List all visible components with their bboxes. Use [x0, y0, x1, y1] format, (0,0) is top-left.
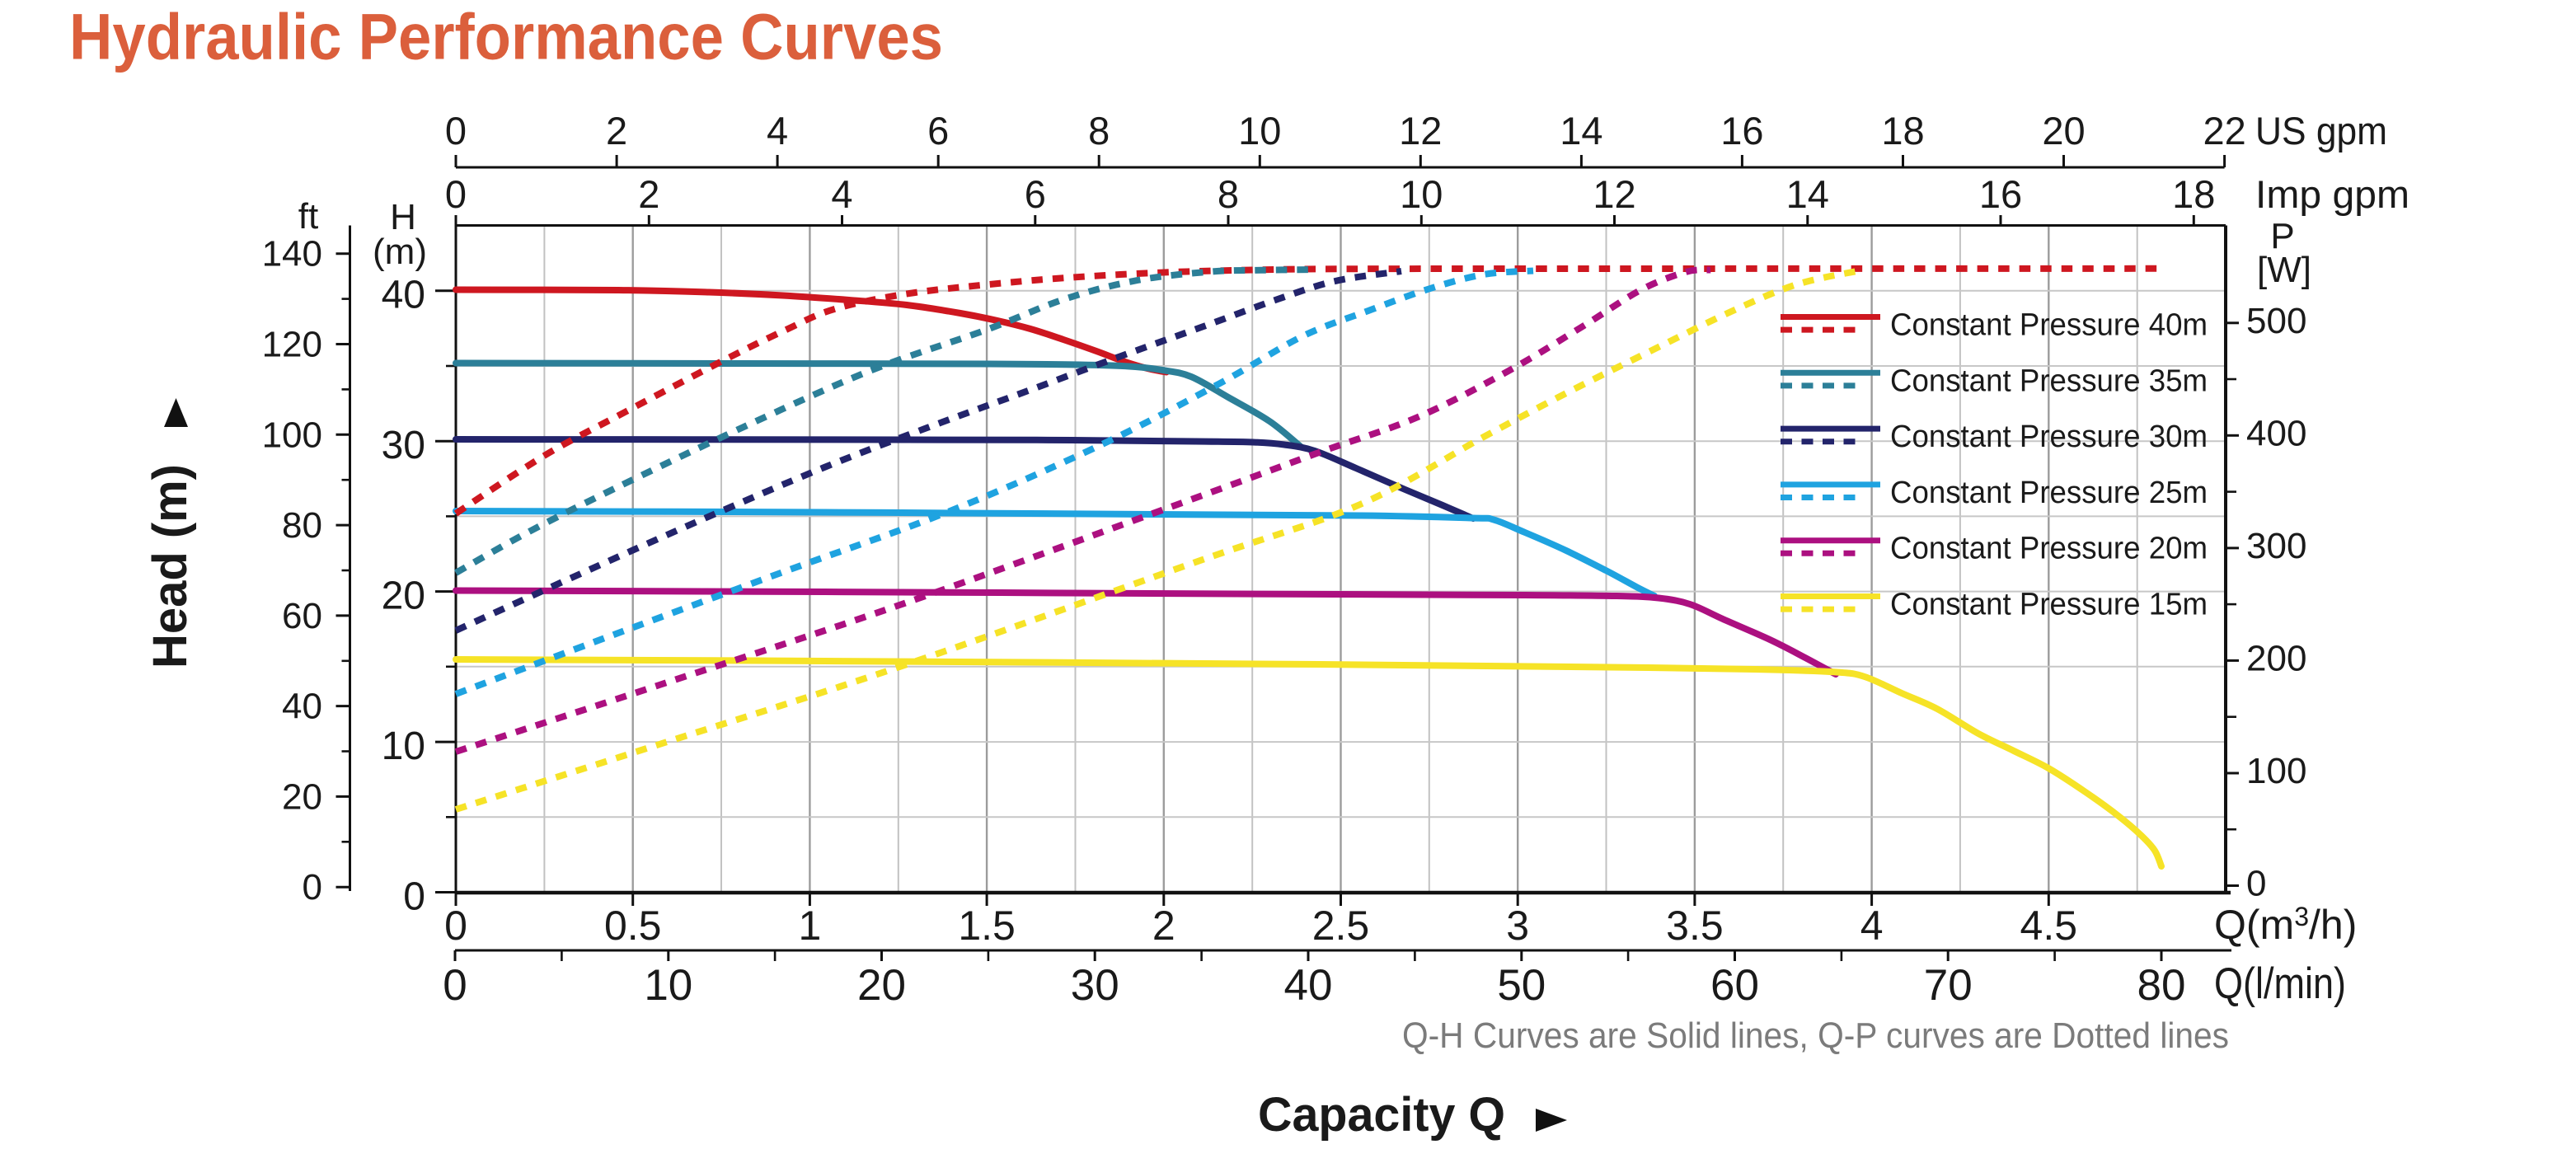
svg-text:0: 0	[444, 903, 467, 949]
svg-text:20: 20	[382, 574, 425, 618]
svg-text:14: 14	[1560, 109, 1602, 152]
svg-text:Constant Pressure 20m: Constant Pressure 20m	[1890, 532, 2208, 566]
svg-text:6: 6	[927, 109, 949, 152]
svg-text:[W]: [W]	[2257, 250, 2311, 290]
svg-text:2.5: 2.5	[1312, 903, 1370, 949]
svg-text:10: 10	[1238, 109, 1281, 152]
svg-text:0: 0	[445, 172, 467, 216]
svg-text:Constant Pressure 40m: Constant Pressure 40m	[1890, 308, 2208, 343]
svg-text:100: 100	[262, 415, 322, 455]
svg-text:3.5: 3.5	[1666, 903, 1724, 949]
svg-text:1: 1	[798, 903, 821, 949]
svg-text:400: 400	[2246, 413, 2306, 453]
svg-text:12: 12	[1399, 109, 1442, 152]
svg-text:16: 16	[1979, 172, 2022, 216]
svg-text:Imp gpm: Imp gpm	[2255, 172, 2409, 216]
svg-text:0: 0	[443, 961, 467, 1010]
svg-text:10: 10	[382, 725, 425, 768]
svg-text:4: 4	[831, 172, 852, 216]
svg-text:2: 2	[606, 109, 627, 152]
svg-text:4: 4	[1860, 903, 1884, 949]
svg-text:3: 3	[1506, 903, 1529, 949]
svg-text:40: 40	[1284, 961, 1333, 1010]
svg-text:300: 300	[2246, 526, 2306, 566]
svg-text:Q(l/min): Q(l/min)	[2214, 959, 2346, 1008]
svg-text:(m): (m)	[373, 232, 427, 272]
svg-text:120: 120	[262, 325, 322, 365]
svg-text:140: 140	[262, 234, 322, 274]
svg-text:4: 4	[767, 109, 788, 152]
svg-text:18: 18	[1881, 109, 1924, 152]
svg-text:H: H	[390, 197, 416, 237]
svg-text:Capacity Q: Capacity Q	[1258, 1088, 1505, 1142]
svg-text:Head (m): Head (m)	[143, 464, 197, 668]
svg-text:14: 14	[1786, 172, 1829, 216]
svg-text:20: 20	[2042, 109, 2085, 152]
svg-text:0: 0	[2246, 864, 2266, 904]
svg-text:50: 50	[1497, 961, 1546, 1010]
svg-text:0: 0	[445, 109, 467, 152]
svg-text:70: 70	[1924, 961, 1973, 1010]
svg-text:Constant Pressure 35m: Constant Pressure 35m	[1890, 363, 2208, 398]
svg-text:500: 500	[2246, 301, 2306, 341]
svg-text:2: 2	[1152, 903, 1175, 949]
svg-text:80: 80	[2137, 961, 2186, 1010]
svg-text:Constant Pressure 15m: Constant Pressure 15m	[1890, 588, 2208, 622]
svg-text:40: 40	[282, 687, 322, 727]
svg-text:40: 40	[382, 274, 425, 317]
svg-text:10: 10	[644, 961, 692, 1010]
svg-text:18: 18	[2172, 172, 2215, 216]
svg-text:0: 0	[403, 875, 425, 919]
svg-text:0.5: 0.5	[604, 903, 662, 949]
svg-text:8: 8	[1088, 109, 1110, 152]
svg-text:10: 10	[1400, 172, 1443, 216]
svg-text:1.5: 1.5	[958, 903, 1016, 949]
svg-text:Q(m3/h): Q(m3/h)	[2214, 902, 2357, 948]
svg-text:P: P	[2270, 216, 2294, 256]
svg-text:80: 80	[282, 505, 322, 546]
svg-text:200: 200	[2246, 638, 2306, 678]
svg-text:Constant Pressure 25m: Constant Pressure 25m	[1890, 476, 2208, 510]
svg-text:Q-H Curves are Solid lines, Q-: Q-H Curves are Solid lines, Q-P curves a…	[1402, 1015, 2229, 1056]
svg-text:60: 60	[1710, 961, 1759, 1010]
svg-text:0: 0	[303, 867, 322, 907]
svg-text:2: 2	[638, 172, 659, 216]
svg-text:8: 8	[1218, 172, 1239, 216]
svg-text:Constant Pressure 30m: Constant Pressure 30m	[1890, 420, 2208, 454]
svg-text:60: 60	[282, 596, 322, 636]
svg-text:30: 30	[1071, 961, 1119, 1010]
svg-text:6: 6	[1025, 172, 1046, 216]
svg-text:4.5: 4.5	[2020, 903, 2078, 949]
svg-text:Hydraulic Performance Curves: Hydraulic Performance Curves	[69, 0, 943, 73]
svg-text:16: 16	[1720, 109, 1763, 152]
svg-text:20: 20	[282, 776, 322, 817]
svg-text:ft: ft	[298, 196, 318, 237]
svg-text:20: 20	[857, 961, 906, 1010]
svg-text:12: 12	[1593, 172, 1635, 216]
svg-text:30: 30	[382, 424, 425, 467]
svg-text:22: 22	[2203, 109, 2245, 152]
svg-text:US gpm: US gpm	[2255, 109, 2387, 152]
svg-text:100: 100	[2246, 751, 2306, 791]
